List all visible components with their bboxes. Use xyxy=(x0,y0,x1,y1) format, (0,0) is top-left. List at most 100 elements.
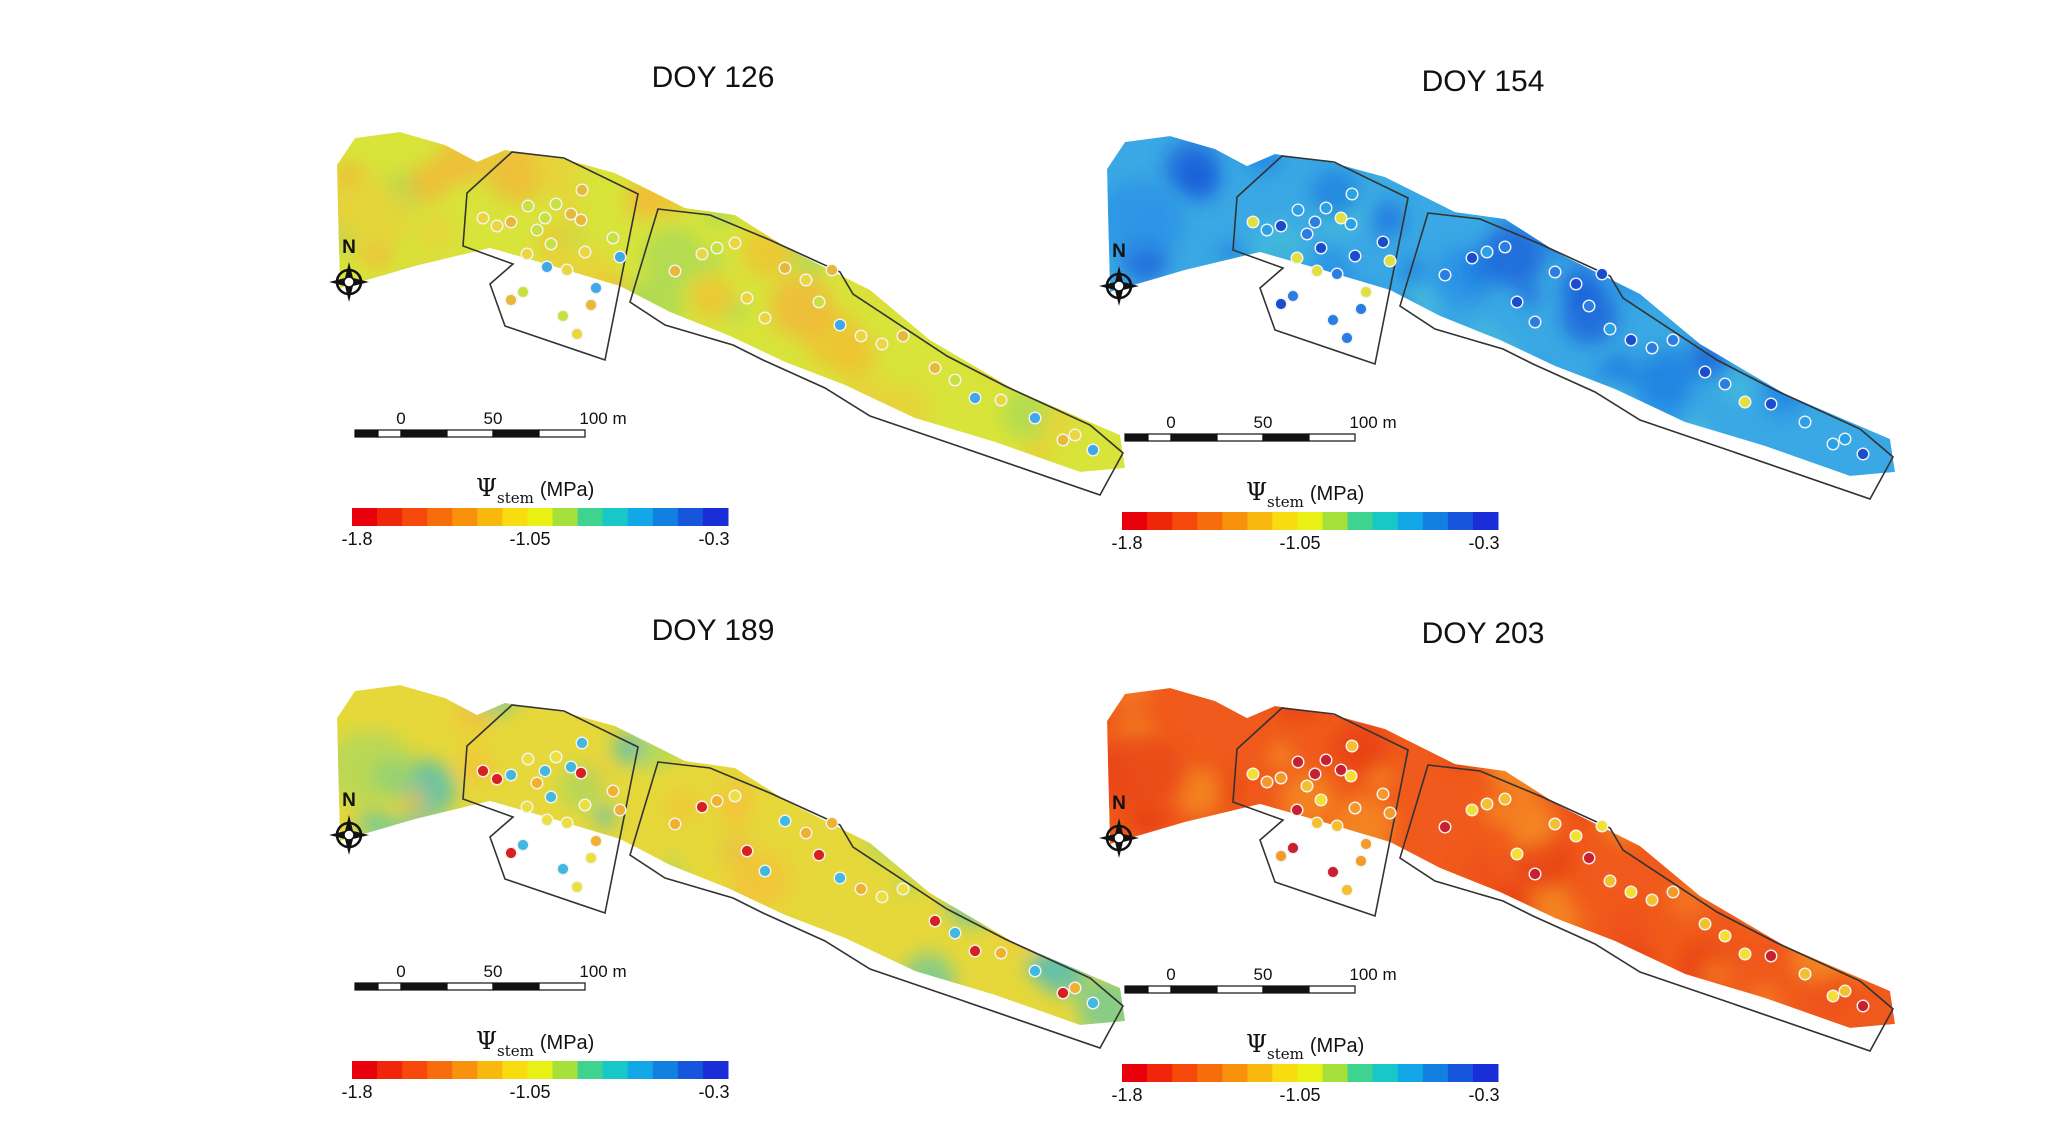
legend-color-swatch xyxy=(477,1061,503,1079)
raster-patch xyxy=(1481,714,1543,776)
legend-color-swatch xyxy=(1247,1064,1273,1082)
raster-patch xyxy=(517,377,542,402)
raster-patch xyxy=(402,440,449,472)
tree-point xyxy=(1510,847,1524,861)
raster-patch xyxy=(1776,688,1834,717)
raster-patch xyxy=(1020,685,1042,707)
raster-patch xyxy=(1742,877,1794,929)
tree-point xyxy=(1326,313,1340,327)
raster-patch xyxy=(741,969,774,1001)
raster-patch xyxy=(1482,136,1533,183)
raster-patch xyxy=(778,384,816,422)
legend-color-swatch xyxy=(477,508,503,526)
scale-tick-label: 100 m xyxy=(1349,965,1396,984)
raster-patch xyxy=(724,805,747,828)
raster-patch xyxy=(703,193,737,227)
raster-patch xyxy=(760,702,795,737)
tree-point xyxy=(812,295,826,309)
raster-patch xyxy=(1812,316,1870,374)
tree-point xyxy=(1624,885,1638,899)
north-label: N xyxy=(1112,793,1126,814)
tree-point xyxy=(1838,984,1852,998)
legend-tick-label: -1.8 xyxy=(1111,533,1142,553)
legend-title: Ψstem (MPa) xyxy=(476,1027,594,1060)
raster-patch xyxy=(581,986,613,1019)
raster-patch xyxy=(1003,895,1059,952)
legend-title: Ψstem (MPa) xyxy=(476,474,594,507)
raster-patch xyxy=(1589,741,1645,796)
panel-title: DOY 126 xyxy=(652,61,775,94)
raster-patch xyxy=(1274,688,1323,720)
tree-point xyxy=(564,207,578,221)
tree-point xyxy=(575,183,589,197)
legend-tick-label: -0.3 xyxy=(698,1082,729,1102)
tree-point xyxy=(538,211,552,225)
raster-patch xyxy=(1657,149,1703,194)
raster-patch xyxy=(1161,910,1184,933)
tree-point xyxy=(564,760,578,774)
scale-segment xyxy=(1124,433,1149,442)
tree-point xyxy=(1319,201,1333,215)
legend-tick-label: -1.8 xyxy=(1111,1085,1142,1105)
scale-tick-label: 100 m xyxy=(1349,413,1396,432)
tree-point xyxy=(1348,249,1362,263)
scale-tick-label: 100 m xyxy=(579,409,626,428)
tree-point xyxy=(740,844,754,858)
scale-segment xyxy=(538,429,586,438)
scale-segment xyxy=(446,982,494,991)
tree-point xyxy=(799,826,813,840)
tree-point xyxy=(1319,753,1333,767)
tree-point xyxy=(1582,851,1596,865)
tree-point xyxy=(1326,865,1340,879)
block-outline-1 xyxy=(1232,707,1409,918)
raster-patch xyxy=(1412,961,1473,1022)
raster-patch xyxy=(769,275,833,339)
north-label: N xyxy=(1112,241,1126,262)
raster-patch xyxy=(1272,909,1310,947)
raster-patch xyxy=(1471,320,1494,343)
raster-patch xyxy=(662,332,715,385)
raster-patch xyxy=(591,461,616,472)
legend-title: Ψstem (MPa) xyxy=(1246,1030,1364,1063)
raster-patch xyxy=(348,461,385,472)
raster-patch xyxy=(458,349,499,389)
legend-color-swatch xyxy=(1197,512,1223,530)
raster-patch xyxy=(337,730,415,806)
tree-point xyxy=(875,337,889,351)
legend-color-swatch xyxy=(352,508,378,526)
tree-point xyxy=(504,768,518,782)
scale-segment xyxy=(492,429,540,438)
raster-patch xyxy=(418,464,440,472)
scale-segment xyxy=(1216,433,1264,442)
raster-patch xyxy=(744,685,797,724)
tree-point xyxy=(1246,767,1260,781)
raster-patch xyxy=(1025,440,1049,464)
tree-point xyxy=(1718,929,1732,943)
tree-point xyxy=(948,926,962,940)
tree-point xyxy=(994,946,1008,960)
stem-water-potential-raster xyxy=(337,685,1125,1025)
tree-point xyxy=(560,816,574,830)
tree-point xyxy=(1344,217,1358,231)
tree-point xyxy=(556,862,570,876)
scale-segment xyxy=(354,429,379,438)
tree-point xyxy=(710,241,724,255)
legend-tick-label: -0.3 xyxy=(1468,533,1499,553)
legend-color-swatch xyxy=(1247,512,1273,530)
tree-point xyxy=(1290,251,1304,265)
tree-point xyxy=(538,764,552,778)
raster-patch xyxy=(1481,883,1533,934)
legend-color-swatch xyxy=(1347,1064,1374,1082)
scale-segment xyxy=(446,429,494,438)
raster-patch xyxy=(830,333,878,381)
tree-point xyxy=(606,784,620,798)
raster-patch xyxy=(1771,850,1831,910)
raster-patch xyxy=(458,749,493,784)
tree-point xyxy=(1300,779,1314,793)
raster-patch xyxy=(642,226,705,289)
color-legend: Ψstem (MPa) -1.8 -1.05 -0.3 xyxy=(1111,1030,1499,1105)
tree-point xyxy=(1764,397,1778,411)
scale-tick-label: 0 xyxy=(1166,413,1175,432)
tree-point xyxy=(476,211,490,225)
raster-patch xyxy=(1569,962,1597,990)
